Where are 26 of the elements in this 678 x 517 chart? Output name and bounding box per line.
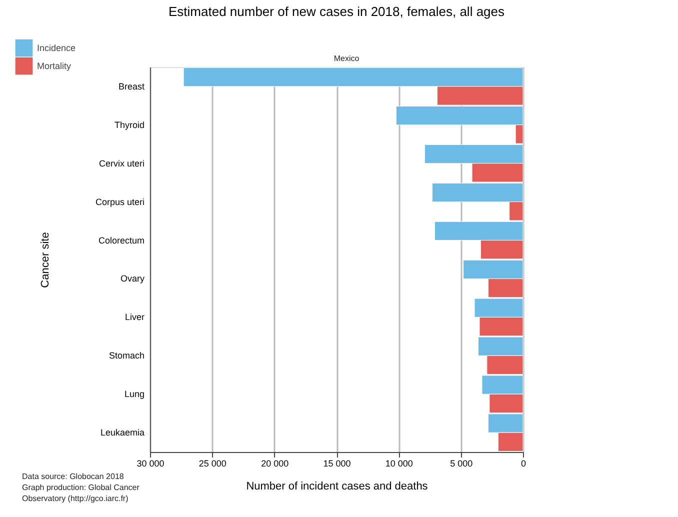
x-tick-label: 10 000 (385, 458, 413, 468)
x-tick-label: 30 000 (136, 458, 164, 468)
text: Graph production: Global Cancer (22, 483, 140, 492)
x-tick-label: 0 (520, 458, 526, 468)
y-tick-label: Breast (118, 81, 145, 92)
y-tick-label: Leukaemia (100, 428, 144, 438)
x-axis-title: Number of incident cases and deaths (246, 480, 428, 492)
y-tick-label: Ovary (120, 274, 145, 284)
y-tick-label: Corpus uteri (95, 196, 144, 207)
legend-label: Mortality (37, 61, 72, 71)
x-tick-label: 15 000 (323, 458, 351, 468)
x-tick-label: 5 000 (450, 458, 473, 468)
text: Mexico (334, 54, 360, 63)
y-tick-label: Cervix uteri (98, 158, 144, 168)
y-tick-label: Colorectum (98, 235, 144, 246)
legend-label: Incidence (37, 43, 76, 53)
x-tick-label: 25 000 (198, 458, 226, 468)
y-axis-title: Cancer site (39, 232, 52, 288)
x-tick-label: 20 000 (261, 458, 289, 468)
y-tick-label: Stomach (108, 350, 144, 361)
chart-title: Estimated number of new cases in 2018, females, all ages (168, 4, 506, 19)
y-tick-label: Liver (124, 312, 144, 322)
y-tick-label: Thyroid (114, 120, 144, 130)
text: Observatory (http://gco.iarc.fr) (22, 494, 129, 503)
source-note: Data source: Globocan 2018 (22, 472, 124, 481)
y-tick-label: Lung (124, 389, 144, 400)
